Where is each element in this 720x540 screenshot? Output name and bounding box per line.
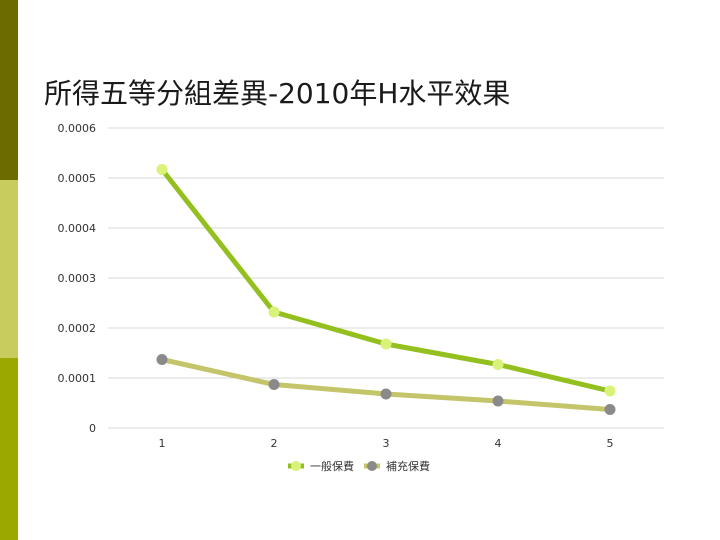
series-layer — [156, 164, 616, 415]
data-point — [156, 354, 168, 365]
x-tick-label: 2 — [271, 437, 278, 450]
x-tick-label: 3 — [383, 437, 390, 450]
accent-bar-top — [0, 0, 18, 180]
y-tick-label: 0 — [89, 422, 96, 435]
data-point — [604, 385, 616, 397]
data-point — [156, 164, 168, 175]
accent-bar-middle — [0, 180, 18, 358]
accent-bar-bottom — [0, 358, 18, 540]
data-point — [268, 379, 280, 390]
legend-swatch-marker — [367, 461, 377, 471]
x-tick-label: 1 — [159, 437, 166, 450]
data-point — [380, 388, 392, 400]
legend-label: 補充保費 — [386, 459, 430, 473]
legend-swatch-marker — [291, 461, 301, 471]
x-tick-label: 4 — [495, 437, 502, 450]
data-point — [268, 306, 280, 318]
series-line-1 — [159, 167, 613, 394]
legend-label: 一般保費 — [310, 459, 354, 473]
y-tick-label: 0.0001 — [58, 372, 97, 385]
data-point — [604, 404, 616, 415]
legend: 一般保費 補充保費 — [288, 459, 430, 473]
slide-title: 所得五等分組差異-2010年H水平效果 — [44, 77, 511, 110]
data-point — [380, 338, 392, 350]
y-tick-label: 0.0005 — [58, 172, 97, 185]
grid-lines — [108, 127, 664, 429]
series-line-2 — [159, 357, 613, 412]
y-axis-tick-labels: 0 0.0001 0.0002 0.0003 0.0004 0.0005 0.0006 — [58, 122, 97, 435]
data-point — [492, 395, 504, 407]
data-point — [492, 359, 504, 370]
y-tick-label: 0.0003 — [58, 272, 97, 285]
y-tick-label: 0.0006 — [58, 122, 97, 135]
y-tick-label: 0.0004 — [58, 222, 97, 235]
x-axis-tick-labels: 1 2 3 4 5 — [159, 437, 614, 450]
x-tick-label: 5 — [607, 437, 614, 450]
y-tick-label: 0.0002 — [58, 322, 97, 335]
